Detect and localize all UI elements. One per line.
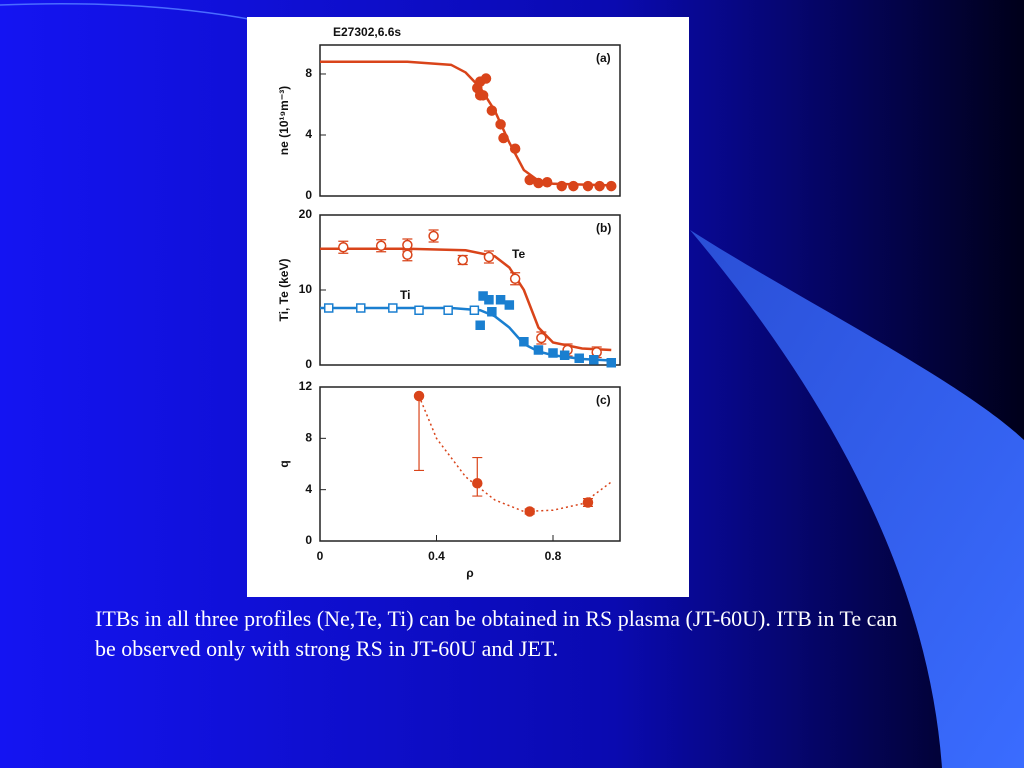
data-point — [413, 390, 425, 402]
data-point — [524, 174, 535, 186]
panel-label: (b) — [596, 221, 611, 235]
y-tick-label: 12 — [299, 379, 313, 393]
error-bar — [414, 395, 425, 472]
series-label: Te — [512, 247, 525, 261]
y-tick-label: 8 — [305, 431, 312, 445]
error-bar — [472, 456, 483, 497]
data-point — [594, 180, 605, 192]
data-point — [519, 337, 529, 347]
data-point — [457, 254, 468, 266]
data-point — [533, 177, 544, 189]
y-tick-label: 0 — [305, 533, 312, 547]
y-tick-label: 10 — [299, 282, 313, 296]
x-tick-label: 0 — [317, 549, 324, 563]
series-label: Ti — [400, 288, 410, 302]
data-point — [414, 305, 424, 315]
data-point — [524, 506, 535, 517]
data-point — [568, 180, 579, 192]
x-tick-label: 0.4 — [428, 549, 445, 563]
data-point — [582, 497, 594, 508]
data-point — [495, 119, 506, 130]
data-point — [533, 345, 544, 355]
data-point — [536, 332, 547, 344]
data-point — [541, 177, 553, 188]
data-point — [443, 305, 453, 315]
fit-line — [418, 395, 612, 513]
data-point — [388, 303, 398, 313]
data-point — [472, 478, 483, 489]
data-point — [486, 105, 498, 116]
data-point — [574, 353, 584, 363]
plot-frame — [319, 214, 621, 366]
data-point — [559, 350, 570, 360]
y-tick-label: 0 — [305, 357, 312, 371]
data-point — [480, 73, 492, 84]
data-point — [606, 358, 617, 368]
data-point — [323, 303, 334, 313]
data-point — [428, 230, 439, 242]
plot-frame — [319, 44, 621, 197]
data-point — [338, 242, 349, 253]
decorative-swoosh — [690, 230, 1024, 768]
y-tick-label: 4 — [305, 482, 312, 496]
fit-line — [320, 60, 612, 187]
panel-label: (c) — [596, 393, 611, 407]
data-point — [498, 132, 509, 144]
data-point — [487, 307, 497, 317]
data-point — [495, 295, 506, 305]
data-point — [509, 273, 521, 284]
y-tick-label: 0 — [305, 188, 312, 202]
data-point — [556, 180, 567, 192]
plot-frame — [319, 386, 621, 542]
caption: ITBs in all three profiles (Ne,Te, Ti) c… — [95, 606, 898, 661]
y-tick-label: 4 — [305, 127, 312, 141]
data-point — [475, 320, 485, 330]
y-tick-label: 8 — [305, 66, 312, 80]
x-axis-label: ρ — [466, 566, 473, 580]
y-axis-label: q — [277, 460, 291, 467]
data-point — [582, 180, 594, 192]
y-tick-label: 20 — [299, 207, 313, 221]
data-point — [509, 143, 521, 154]
y-axis-label: ne (10¹⁹m⁻³) — [277, 86, 291, 155]
data-point — [477, 90, 489, 101]
data-point — [606, 180, 617, 192]
data-point — [483, 251, 495, 263]
panel-label: (a) — [596, 51, 611, 65]
data-point — [548, 348, 558, 358]
x-tick-label: 0.8 — [545, 549, 562, 563]
data-point — [504, 300, 515, 310]
data-point — [356, 303, 366, 313]
data-point — [484, 295, 494, 305]
chart-title: E27302,6.6s — [333, 25, 401, 39]
y-axis-label: Ti, Te (keV) — [277, 259, 291, 322]
data-point — [402, 249, 413, 260]
data-point — [375, 240, 387, 251]
data-point — [589, 355, 599, 365]
data-point — [469, 305, 480, 315]
